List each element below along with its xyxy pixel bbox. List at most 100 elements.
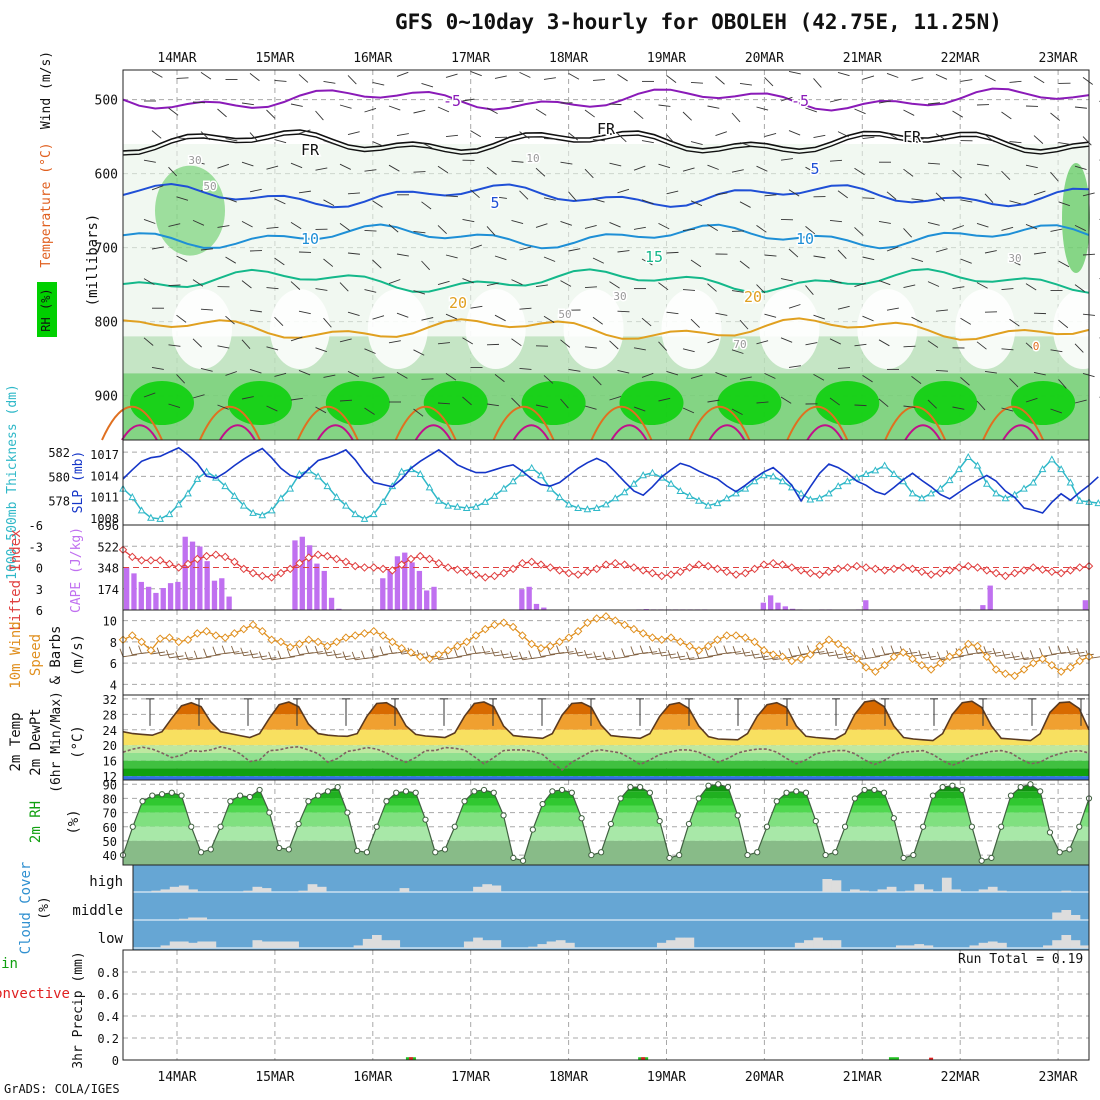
cloud-bar [1052, 912, 1062, 920]
wind-barb [1067, 646, 1071, 655]
lifted-index-point [871, 564, 880, 574]
page-title: GFS 0~10day 3-hourly for OBOLEH (42.75E,… [395, 10, 1002, 34]
wind-speed-point [722, 631, 731, 640]
wind-barb [682, 228, 695, 231]
wind-barb [503, 655, 518, 659]
wind-barb [1074, 224, 1086, 232]
wind-speed-point [843, 646, 852, 655]
lifted-index-point [527, 557, 536, 567]
wind-barb [421, 82, 434, 88]
lifted-index-point [768, 559, 778, 568]
wind-barb [935, 369, 949, 372]
lifted-index-point [843, 563, 852, 572]
wind-barb [1048, 646, 1053, 655]
wind-barb [909, 647, 913, 657]
lifted-index-point [155, 556, 165, 565]
wind-barb [837, 190, 848, 199]
slp-axis-label: SLP (mb) [71, 451, 86, 514]
contour-label: 5 [490, 194, 499, 212]
rh-dry-pocket [367, 289, 428, 369]
wind-speed-point [982, 652, 992, 661]
wind-barb [976, 282, 988, 289]
lifted-index-point [601, 560, 611, 569]
wind-barb [200, 308, 214, 311]
wind-barb [494, 75, 507, 79]
lifted-index-point [211, 550, 221, 559]
wind-barb [252, 655, 268, 659]
top-date-label: 14MAR [157, 51, 196, 66]
rh-point [871, 786, 878, 794]
cape-bar [775, 602, 781, 610]
thickness-point [602, 500, 610, 508]
thickness-tick-label: 578 [48, 495, 70, 509]
thickness-point [267, 506, 276, 514]
rh-moist-blob [815, 381, 880, 425]
cape-bar [219, 578, 225, 610]
wind-barb [658, 397, 671, 402]
wind-barb [298, 310, 311, 315]
wind-speed-point [128, 631, 137, 640]
pressure-tick-label: 700 [95, 242, 118, 257]
wind-barb [1058, 201, 1070, 207]
lifted-index-point [193, 554, 202, 564]
wind-barb [715, 192, 728, 196]
thickness-point [630, 479, 638, 487]
rh-band [123, 798, 1089, 806]
rh-point [568, 789, 575, 796]
rh-moist-blob [913, 381, 978, 425]
wind-barb [511, 100, 524, 103]
wind-barb [298, 190, 311, 194]
li-tick-label: -6 [29, 519, 43, 533]
bottom-date-label: 18MAR [549, 1070, 588, 1085]
wind-barb [413, 408, 424, 417]
temp-tick-label: 28 [103, 708, 117, 722]
wind-barb [560, 161, 573, 165]
wind-barb [421, 201, 432, 210]
wind-barb [511, 219, 524, 224]
wind-speed-point [954, 648, 964, 657]
wind-tick-label: 4 [110, 678, 117, 692]
wind-barb [388, 105, 401, 111]
lifted-index-point [592, 564, 601, 574]
wind-barb [797, 646, 802, 655]
pressure-tick-label: 600 [95, 168, 118, 183]
cape-bar [768, 595, 774, 610]
temp-tick-label: 16 [103, 755, 117, 769]
rh-point [402, 788, 410, 795]
wind-barb [641, 258, 653, 266]
wind-barb [780, 158, 793, 161]
rh-point [549, 788, 556, 795]
thickness-point [685, 491, 694, 499]
lifted-index-point [239, 564, 248, 574]
lifted-index-point [183, 559, 193, 569]
wind-barb [197, 656, 212, 660]
contour-label: 0 [1033, 340, 1040, 353]
cloud-bar [850, 889, 860, 892]
wind-barb [584, 346, 597, 349]
wind-barb [592, 198, 605, 203]
wind-barb [486, 403, 499, 407]
lifted-index-point [518, 559, 527, 568]
cape-bar [153, 592, 159, 610]
wind-barb [519, 71, 531, 78]
cloud-bar [565, 942, 575, 948]
wind-barb [829, 279, 842, 284]
wind-barb [168, 403, 181, 408]
lifted-index-point [666, 570, 676, 579]
lifted-index-point [685, 563, 694, 572]
rh-point [412, 789, 419, 796]
wind-barb [200, 248, 213, 251]
wind-speed-point [583, 618, 592, 627]
wind-barb [347, 311, 360, 316]
wind-barb [690, 374, 703, 379]
rh-band [123, 840, 1089, 865]
wind-barb [1074, 399, 1087, 404]
wind-barb [788, 70, 801, 75]
lifted-index-point [991, 568, 1001, 578]
wind-barb [372, 200, 383, 208]
rh-point [305, 798, 312, 805]
cape-bar [1082, 600, 1088, 610]
wind-barb [641, 317, 652, 327]
wind-barb [780, 278, 793, 282]
wind-barb [739, 319, 749, 330]
